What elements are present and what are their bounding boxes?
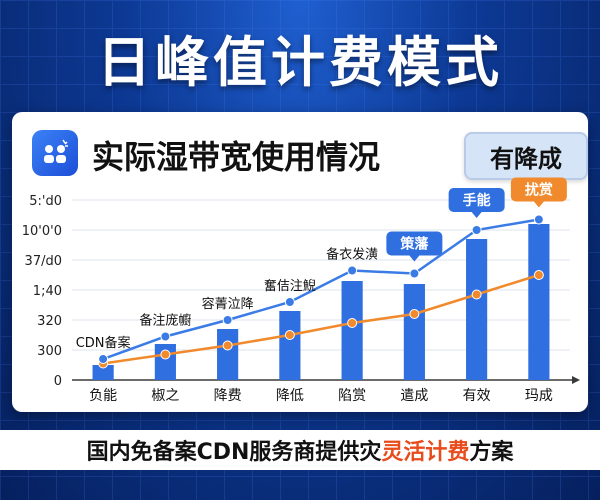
footer-banner: 国内免备案CDN服务商提供灾 灵活计费 方案	[0, 430, 600, 470]
orange-series-point	[284, 330, 295, 340]
annotation-label: 手能	[463, 192, 491, 209]
y-tick-label: 320	[37, 314, 62, 329]
bar	[92, 365, 114, 380]
bar	[154, 344, 176, 380]
footer-suffix: 方案	[469, 440, 514, 465]
orange-series-point	[222, 340, 233, 351]
annotation-label: 奮佶注鯢	[264, 279, 316, 294]
blue-series-point	[409, 268, 420, 279]
y-tick-label: 37/d0	[25, 254, 62, 269]
blue-series-point	[284, 297, 295, 307]
orange-series-point	[533, 270, 544, 280]
y-tick-label: 300	[37, 344, 62, 359]
x-axis-arrow	[572, 376, 580, 384]
orange-series-point	[471, 289, 482, 300]
orange-series-point	[160, 349, 171, 360]
bar	[341, 281, 363, 380]
x-tick-label: 遣成	[400, 388, 428, 404]
blue-series-line	[102, 218, 540, 361]
users-icon	[32, 130, 78, 176]
status-badge: 有降成	[464, 132, 588, 180]
annotation-box	[386, 231, 443, 256]
y-tick-label: 0	[54, 374, 62, 389]
bar	[403, 284, 425, 380]
annotation-label: CDN备案	[76, 335, 131, 351]
blue-series-point	[533, 214, 544, 225]
x-tick-label: 降费	[214, 388, 242, 404]
chart-title: 实际湿带宽使用情况	[92, 138, 381, 176]
blue-series-point	[222, 315, 233, 325]
annotation-label: 容菁泣降	[202, 296, 254, 312]
x-tick-label: 陷赏	[338, 388, 366, 404]
orange-series-point	[347, 318, 358, 328]
annotation-label: 扰赏	[525, 182, 553, 199]
annotation-box	[448, 188, 505, 212]
blue-series-point	[347, 265, 358, 276]
y-tick-label: 1;40	[33, 284, 62, 299]
blue-series-point	[471, 225, 482, 235]
annotation-label: 备注庞幮	[139, 313, 191, 329]
annotation-box	[510, 177, 567, 202]
y-tick-label: 5:'d0	[29, 194, 62, 209]
bar	[217, 329, 239, 380]
orange-series-point	[409, 309, 420, 319]
annotation-pointer	[409, 255, 420, 262]
x-tick-label: 玛成	[525, 388, 553, 404]
y-tick-label: 10'0'0	[22, 224, 62, 239]
blue-series-point	[160, 331, 171, 342]
bar	[466, 239, 488, 380]
page-title: 日峰值计费模式	[97, 31, 503, 94]
annotation-pointer	[533, 201, 544, 208]
x-tick-label: 有效	[463, 388, 491, 404]
x-tick-label: 负能	[89, 388, 117, 404]
bar	[528, 224, 550, 380]
footer-text: 国内免备案CDN服务商提供灾	[86, 440, 382, 465]
bar	[279, 311, 301, 380]
blue-series-point	[98, 354, 109, 364]
annotation-label: 策藩	[399, 236, 429, 253]
annotation-label: 备衣发潢	[326, 247, 378, 263]
footer-highlight: 灵活计费	[381, 440, 470, 465]
annotation-pointer	[471, 212, 482, 218]
orange-series-line	[102, 273, 540, 365]
x-tick-label: 椒之	[151, 388, 179, 404]
x-tick-label: 降低	[276, 388, 304, 404]
